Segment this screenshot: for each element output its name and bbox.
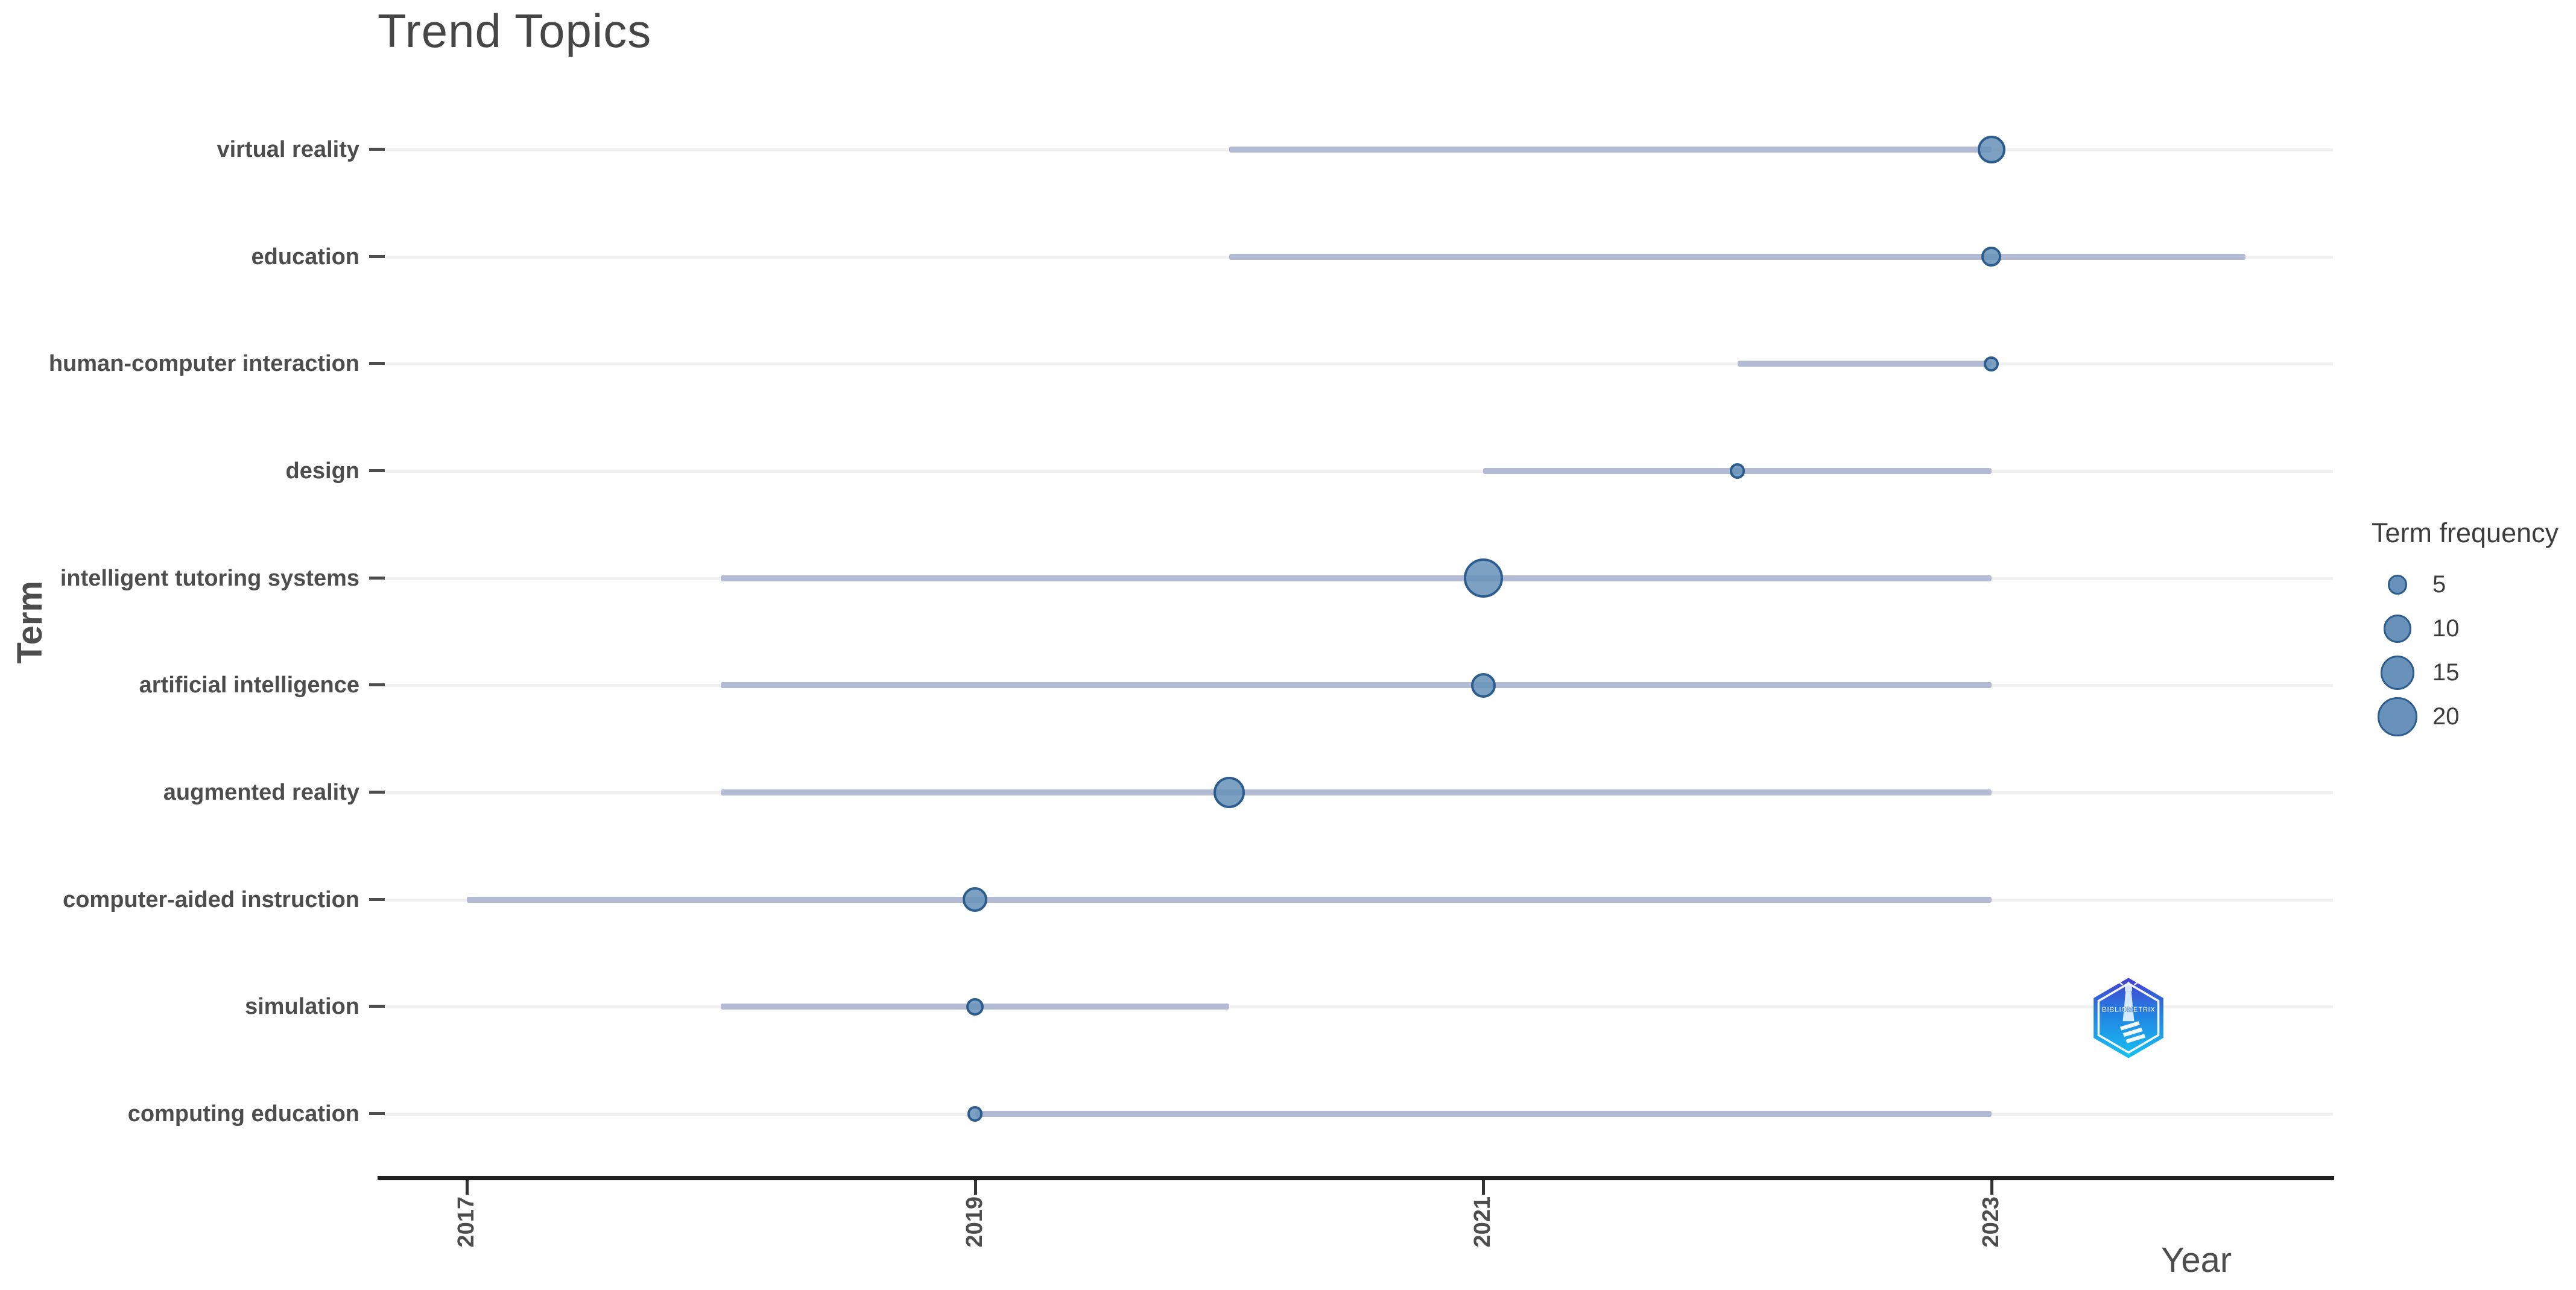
- term-frequency-dot: [1984, 356, 1999, 372]
- term-range-line: [721, 682, 1992, 689]
- x-tick-mark: [1482, 1180, 1486, 1195]
- term-range-line: [1229, 147, 1992, 153]
- term-frequency-dot: [967, 1106, 983, 1122]
- y-tick-mark: [369, 1112, 385, 1116]
- term-label: computing education: [127, 1101, 359, 1127]
- term-label: simulation: [244, 994, 359, 1020]
- logo-text: BIBLIOMETRIX: [2102, 1006, 2156, 1014]
- legend-bubble: [2378, 697, 2417, 737]
- term-label: computer-aided instruction: [63, 887, 359, 912]
- term-label: education: [251, 244, 359, 270]
- logo-lighthouse-icon: [2122, 981, 2135, 1022]
- y-tick-mark: [369, 683, 385, 687]
- term-frequency-dot: [962, 887, 988, 912]
- x-axis-line: [378, 1176, 2334, 1180]
- term-frequency-dot: [1981, 247, 2002, 267]
- term-frequency-dot: [1470, 672, 1496, 698]
- term-frequency-dot: [1213, 776, 1245, 809]
- x-tick-label: 2017: [454, 1197, 479, 1248]
- y-tick-mark: [369, 362, 385, 365]
- legend-bubble: [2387, 575, 2408, 595]
- x-tick-label: 2021: [1470, 1197, 1496, 1248]
- term-label: augmented reality: [163, 780, 359, 806]
- term-label: virtual reality: [217, 137, 359, 162]
- legend-size-label: 10: [2432, 615, 2460, 642]
- logo-stripes: [2119, 1021, 2146, 1043]
- y-tick-mark: [369, 1005, 385, 1008]
- legend-title: Term frequency: [2372, 517, 2559, 548]
- term-range-line: [467, 896, 1992, 903]
- y-tick-mark: [369, 576, 385, 580]
- legend-items: 5 10 15 20: [2367, 563, 2572, 739]
- x-tick-mark: [466, 1180, 469, 1195]
- legend-item: 10: [2367, 607, 2572, 651]
- legend-size-label: 5: [2432, 571, 2446, 598]
- term-frequency-dot: [1977, 135, 2005, 164]
- term-label: human-computer interaction: [48, 351, 359, 377]
- y-tick-mark: [369, 469, 385, 472]
- legend-bubble-box: [2367, 575, 2428, 595]
- term-range-line: [1737, 361, 1992, 367]
- term-gridline: [386, 362, 2333, 366]
- x-tick-mark: [973, 1180, 977, 1195]
- legend-bubble: [2383, 615, 2412, 643]
- y-tick-mark: [369, 897, 385, 901]
- chart-title: Trend Topics: [378, 4, 652, 57]
- x-tick-label: 2023: [1978, 1197, 2004, 1248]
- legend-item: 5: [2367, 563, 2572, 607]
- bibliometrix-logo: BIBLIOMETRIX: [2093, 978, 2163, 1058]
- x-tick-mark: [1990, 1180, 1993, 1195]
- x-axis-title: Year: [2161, 1241, 2232, 1280]
- y-tick-mark: [369, 791, 385, 794]
- term-gridline: [386, 470, 2333, 473]
- term-label: design: [285, 458, 359, 484]
- term-label: artificial intelligence: [139, 672, 359, 698]
- term-frequency-dot: [966, 998, 984, 1016]
- y-tick-mark: [369, 255, 385, 258]
- legend-size-label: 15: [2432, 659, 2460, 686]
- term-gridline: [386, 1005, 2333, 1009]
- term-range-line: [975, 1111, 1992, 1118]
- legend-item: 15: [2367, 651, 2572, 695]
- term-range-line: [721, 575, 1992, 581]
- y-tick-mark: [369, 148, 385, 151]
- term-frequency-dot: [1729, 463, 1745, 479]
- x-tick-label: 2019: [961, 1197, 987, 1248]
- term-frequency-dot: [1463, 558, 1503, 598]
- legend-size-label: 20: [2432, 703, 2460, 730]
- legend-bubble-box: [2367, 656, 2428, 690]
- legend-bubble-box: [2367, 697, 2428, 737]
- term-label: intelligent tutoring systems: [60, 565, 359, 591]
- legend-bubble: [2380, 656, 2415, 690]
- legend-bubble-box: [2367, 615, 2428, 643]
- term-range-line: [721, 789, 1992, 796]
- term-range-line: [1229, 253, 2246, 260]
- legend-item: 20: [2367, 695, 2572, 739]
